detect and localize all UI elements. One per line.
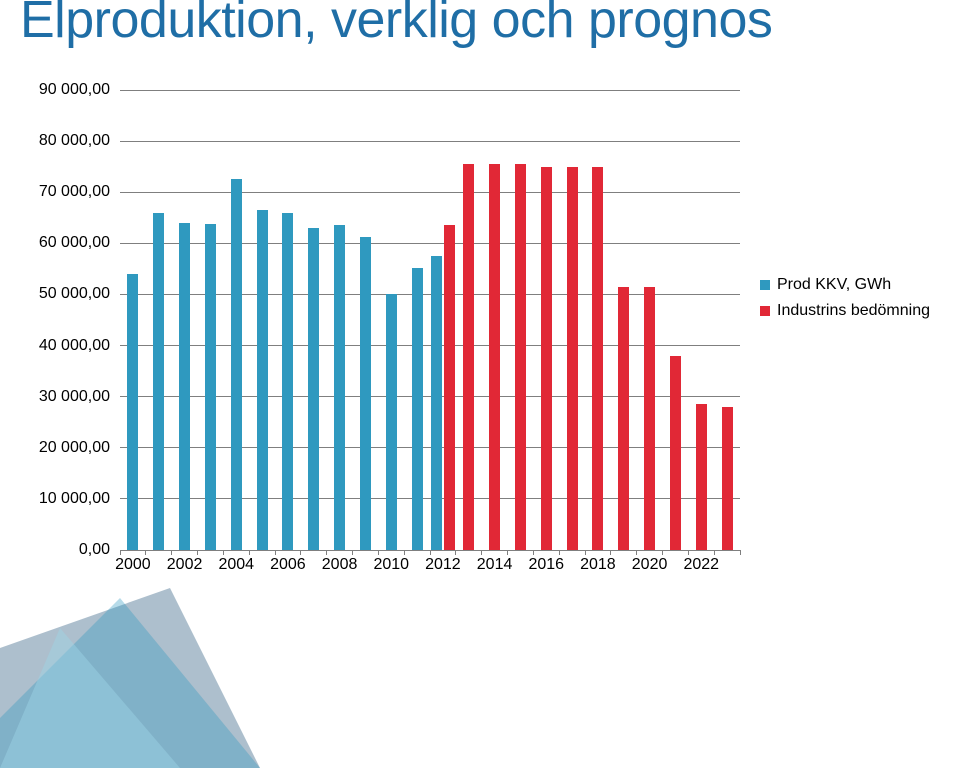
x-tick-label: 2002: [167, 556, 203, 574]
x-tick: [740, 550, 741, 555]
bar: [444, 225, 455, 550]
legend-label: Prod KKV, GWh: [777, 276, 891, 294]
legend-item: Industrins bedömning: [760, 302, 930, 320]
bar: [360, 237, 371, 550]
x-tick: [455, 550, 456, 555]
x-tick-label: 2004: [218, 556, 254, 574]
bar: [489, 164, 500, 550]
y-tick-label: 10 000,00: [10, 490, 110, 508]
bar: [696, 404, 707, 550]
legend-label: Industrins bedömning: [777, 302, 930, 320]
y-gridline: [120, 192, 740, 193]
x-tick: [533, 550, 534, 555]
y-gridline: [120, 141, 740, 142]
y-tick-label: 80 000,00: [10, 132, 110, 150]
x-tick: [559, 550, 560, 555]
x-tick-label: 2006: [270, 556, 306, 574]
bar: [386, 294, 397, 550]
x-tick-label: 2016: [528, 556, 564, 574]
x-tick: [662, 550, 663, 555]
bar: [308, 228, 319, 550]
x-tick-label: 2014: [477, 556, 513, 574]
bar: [567, 167, 578, 550]
x-tick: [610, 550, 611, 555]
x-tick: [636, 550, 637, 555]
x-tick-label: 2000: [115, 556, 151, 574]
bar: [257, 210, 268, 550]
slide-decor: [0, 588, 260, 768]
bar: [127, 274, 138, 550]
x-tick: [404, 550, 405, 555]
x-tick-label: 2022: [683, 556, 719, 574]
y-gridline: [120, 90, 740, 91]
x-tick-label: 2012: [425, 556, 461, 574]
x-tick: [378, 550, 379, 555]
x-tick: [249, 550, 250, 555]
x-tick: [223, 550, 224, 555]
x-tick: [714, 550, 715, 555]
x-tick-label: 2008: [322, 556, 358, 574]
bar: [644, 287, 655, 550]
y-tick-label: 40 000,00: [10, 337, 110, 355]
y-tick-label: 30 000,00: [10, 388, 110, 406]
x-tick: [352, 550, 353, 555]
bar: [463, 164, 474, 550]
y-tick-label: 60 000,00: [10, 234, 110, 252]
x-tick: [585, 550, 586, 555]
bar: [541, 167, 552, 550]
legend-item: Prod KKV, GWh: [760, 276, 930, 294]
x-tick: [171, 550, 172, 555]
bar: [153, 213, 164, 550]
bar: [179, 223, 190, 550]
bar: [722, 407, 733, 550]
page-title: Elproduktion, verklig och prognos: [20, 0, 772, 50]
x-tick: [481, 550, 482, 555]
x-tick: [507, 550, 508, 555]
y-tick-label: 20 000,00: [10, 439, 110, 457]
y-tick-label: 0,00: [10, 541, 110, 559]
x-tick: [145, 550, 146, 555]
bar: [515, 164, 526, 550]
legend-swatch: [760, 280, 770, 290]
bar: [282, 213, 293, 550]
bar: [618, 287, 629, 550]
y-tick-label: 90 000,00: [10, 81, 110, 99]
bar: [431, 256, 442, 550]
x-tick: [326, 550, 327, 555]
y-tick-label: 70 000,00: [10, 183, 110, 201]
x-tick: [197, 550, 198, 555]
x-tick-label: 2020: [632, 556, 668, 574]
x-tick: [430, 550, 431, 555]
bar: [670, 356, 681, 550]
bar: [412, 268, 423, 550]
x-tick: [300, 550, 301, 555]
legend-swatch: [760, 306, 770, 316]
chart-legend: Prod KKV, GWh Industrins bedömning: [760, 276, 930, 328]
bar: [334, 225, 345, 550]
x-tick-label: 2018: [580, 556, 616, 574]
x-tick-label: 2010: [373, 556, 409, 574]
bar-chart: 0,0010 000,0020 000,0030 000,0040 000,00…: [120, 90, 740, 550]
bar: [592, 167, 603, 550]
x-tick: [275, 550, 276, 555]
x-tick: [120, 550, 121, 555]
bar: [231, 179, 242, 550]
y-tick-label: 50 000,00: [10, 285, 110, 303]
bar: [205, 224, 216, 550]
x-tick: [688, 550, 689, 555]
